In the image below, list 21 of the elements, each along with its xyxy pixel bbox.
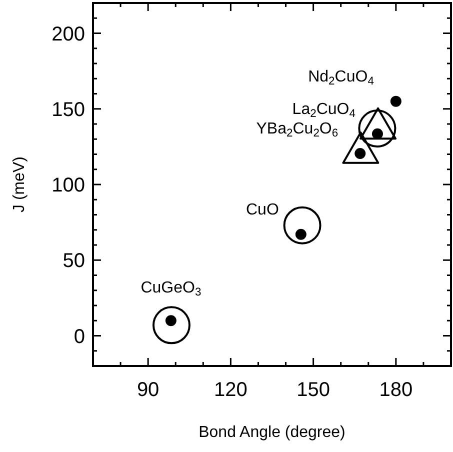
y-tick-label: 0: [74, 326, 85, 348]
annotation: CuGeO$_{3}$: [140, 280, 202, 299]
x-axis-title: Bond Angle (degree): [198, 424, 346, 441]
point: [283, 206, 322, 244]
x-tick-label: 150: [296, 379, 330, 401]
y-tick-label: 150: [52, 98, 85, 121]
x-tick-label: 90: [136, 379, 160, 401]
point: [358, 110, 396, 148]
annotation: La$_{2}$CuO$_{4}$: [292, 100, 356, 120]
y-tick-label: 100: [52, 174, 85, 196]
x-tick-label: 120: [214, 379, 248, 401]
y-tick-label: 200: [52, 23, 85, 46]
y-tick-label: 50: [62, 250, 85, 272]
point: [390, 96, 402, 107]
annotation: YBa$_{2}$Cu$_{2}$O$_{6}$: [256, 120, 338, 140]
x-tick-label: 180: [379, 379, 413, 401]
annotation: CuO: [246, 201, 279, 218]
annotation: Nd$_{2}$CuO$_{4}$: [308, 68, 374, 88]
y-axis-title: J (meV): [11, 156, 28, 212]
point: [152, 306, 190, 344]
point: [295, 228, 306, 240]
